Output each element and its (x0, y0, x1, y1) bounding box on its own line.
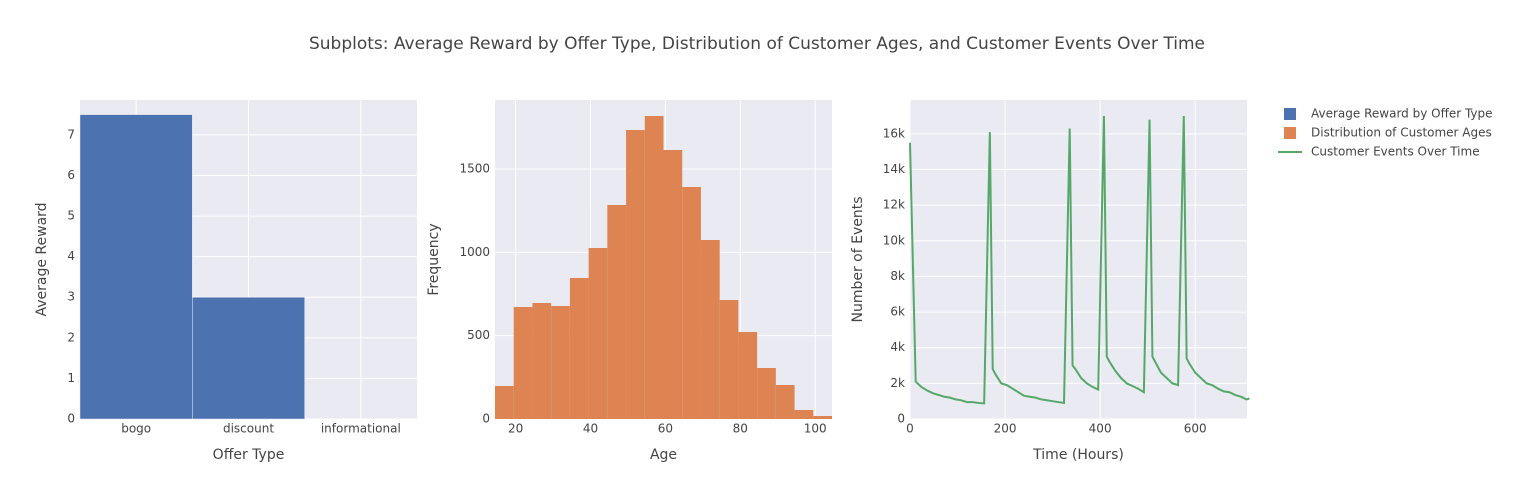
histogram-bar (495, 386, 514, 419)
y-axis-title: Average Reward (34, 202, 50, 316)
y-tick-label: 4k (890, 340, 905, 354)
x-tick-label: 200 (994, 422, 1017, 436)
legend-swatch (1284, 108, 1296, 120)
histogram-bar (682, 187, 701, 419)
histogram-bar (738, 332, 758, 419)
histogram-bar (607, 205, 627, 419)
y-tick-label: 16k (883, 126, 905, 140)
histogram-bar (700, 240, 720, 419)
histogram-bar (719, 300, 739, 419)
histogram-bar (663, 150, 683, 419)
histogram-bar (757, 368, 776, 419)
y-tick-label: 1000 (459, 245, 490, 259)
y-tick-label: 10k (883, 233, 905, 247)
y-tick-label: 14k (883, 162, 905, 176)
legend-label: Average Reward by Offer Type (1311, 107, 1493, 121)
y-tick-label: 6k (890, 305, 905, 319)
histogram-bar (569, 278, 589, 419)
x-tick-label: bogo (121, 422, 151, 436)
histogram-bar (644, 116, 664, 419)
y-tick-label: 2k (890, 376, 905, 390)
x-axis-title: Offer Type (213, 447, 285, 463)
y-axis-title: Frequency (426, 223, 442, 295)
y-tick-label: 5 (67, 209, 75, 223)
y-tick-label: 0 (897, 412, 905, 426)
x-axis-title: Age (650, 447, 677, 463)
legend-label: Customer Events Over Time (1311, 145, 1480, 159)
y-tick-label: 0 (67, 412, 75, 426)
x-tick-label: 600 (1184, 422, 1207, 436)
histogram-bar (532, 303, 552, 419)
x-tick-label: 80 (733, 422, 748, 436)
y-tick-label: 7 (67, 127, 75, 141)
histogram-bar (551, 306, 570, 419)
x-tick-label: 0 (906, 422, 914, 436)
histogram-bar (813, 416, 832, 419)
bar (79, 114, 193, 420)
x-axis-title: Time (Hours) (1032, 447, 1124, 463)
y-tick-label: 1500 (459, 162, 490, 176)
plot-area (910, 100, 1247, 419)
y-tick-label: 8k (890, 269, 905, 283)
y-tick-label: 6 (67, 168, 75, 182)
histogram-bar (626, 130, 645, 419)
x-tick-label: 100 (804, 422, 827, 436)
legend-label: Distribution of Customer Ages (1311, 126, 1492, 140)
histogram-bar (794, 410, 814, 419)
line (909, 116, 1250, 405)
y-tick-label: 2 (67, 330, 75, 344)
x-tick-label: 400 (1089, 422, 1112, 436)
x-tick-label: 20 (508, 422, 523, 436)
y-tick-label: 12k (883, 198, 905, 212)
y-axis-title: Number of Events (850, 196, 866, 322)
x-tick-label: discount (223, 422, 274, 436)
histogram-bar (513, 307, 533, 419)
y-tick-label: 4 (67, 249, 75, 263)
y-tick-label: 3 (67, 290, 75, 304)
y-tick-label: 0 (482, 412, 490, 426)
x-tick-label: 40 (583, 422, 598, 436)
legend-swatch (1284, 127, 1296, 139)
bar (192, 296, 305, 420)
y-tick-label: 1 (67, 371, 75, 385)
histogram-bar (775, 385, 795, 419)
x-tick-label: 60 (658, 422, 673, 436)
y-tick-label: 500 (467, 328, 490, 342)
x-tick-label: informational (321, 422, 401, 436)
chart-title: Subplots: Average Reward by Offer Type, … (309, 34, 1205, 54)
histogram-bar (588, 248, 608, 419)
